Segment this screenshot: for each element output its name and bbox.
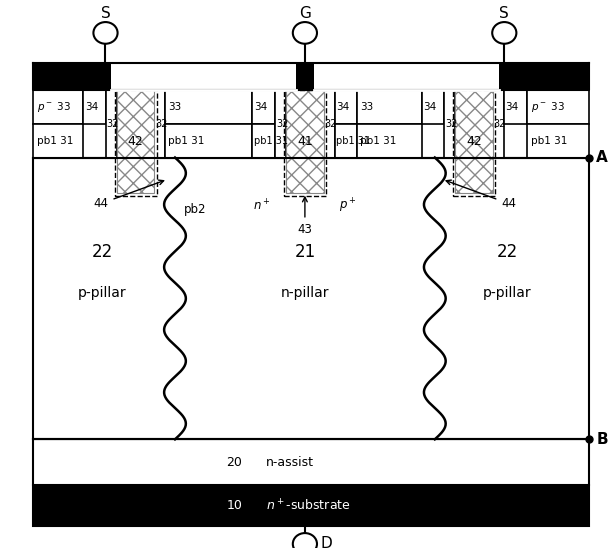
Bar [253,124,275,158]
Text: $n^+$-substrate: $n^+$-substrate [265,498,350,513]
Text: p-pillar: p-pillar [483,286,531,300]
Text: pb1 31: pb1 31 [360,135,397,145]
Bar [115,90,157,196]
Bar [33,440,589,486]
Circle shape [492,22,516,44]
Bar [154,90,166,158]
Text: $p^-$ 33: $p^-$ 33 [531,100,565,114]
Text: 34: 34 [337,102,349,112]
Bar [493,90,504,158]
Text: B: B [596,432,607,447]
Text: 33: 33 [169,102,181,112]
Text: D: D [320,537,332,552]
Bar [324,90,335,158]
Bar [284,90,326,196]
Text: 10: 10 [226,499,242,512]
Text: 44: 44 [94,180,164,210]
Text: n-pillar: n-pillar [281,286,329,300]
Text: 32: 32 [155,119,167,129]
Bar [499,63,589,90]
Bar [33,124,83,158]
Text: 20: 20 [226,456,242,469]
Text: pb1 31: pb1 31 [254,135,288,145]
Bar [335,124,357,158]
Bar [357,90,422,124]
Text: pb1 31: pb1 31 [337,135,370,145]
Text: pb2: pb2 [184,203,207,215]
Bar [422,90,444,124]
Bar [504,90,527,124]
Bar [33,90,83,124]
Bar [275,90,286,158]
Text: S: S [101,6,110,21]
Text: 43: 43 [297,197,313,235]
Bar [166,90,253,124]
Text: A: A [596,150,608,165]
Text: pb1 31: pb1 31 [37,135,74,145]
Text: 32: 32 [493,119,506,129]
Text: 42: 42 [128,135,143,148]
Text: 44: 44 [446,180,516,210]
Text: 21: 21 [294,244,316,261]
Bar [117,90,154,193]
Text: 22: 22 [92,244,113,261]
Text: $p^+$: $p^+$ [339,197,356,215]
Text: 34: 34 [506,102,519,112]
Bar [455,90,493,193]
Text: S: S [500,6,509,21]
Text: n-assist: n-assist [265,456,314,469]
Circle shape [93,22,118,44]
Text: 32: 32 [276,119,288,129]
Text: 32: 32 [445,119,457,129]
Text: 34: 34 [254,102,267,112]
Text: G: G [299,6,311,21]
Text: $n^+$: $n^+$ [253,199,271,214]
Text: 22: 22 [497,244,518,261]
Text: 41: 41 [297,135,313,148]
Text: pb1 31: pb1 31 [169,135,205,145]
Bar [286,90,324,193]
Bar [444,90,455,158]
Text: 42: 42 [466,135,482,148]
Bar [83,90,106,124]
Circle shape [293,22,317,44]
Bar [106,90,117,158]
Text: 34: 34 [424,102,436,112]
Text: p-pillar: p-pillar [78,286,127,300]
Bar [335,90,357,124]
Bar [453,90,495,196]
Text: pb1 31: pb1 31 [531,135,567,145]
Text: 33: 33 [360,102,374,112]
Circle shape [293,533,317,555]
Bar [357,124,422,158]
Bar [253,90,275,124]
Text: 32: 32 [107,119,119,129]
Bar [33,63,111,90]
Bar [33,158,589,440]
Text: $p^-$ 33: $p^-$ 33 [37,100,71,114]
Bar [527,124,589,158]
Bar [166,124,253,158]
Bar [527,90,589,124]
Text: 32: 32 [324,119,337,129]
Bar [33,486,589,526]
Text: 34: 34 [85,102,98,112]
Bar [296,63,314,90]
